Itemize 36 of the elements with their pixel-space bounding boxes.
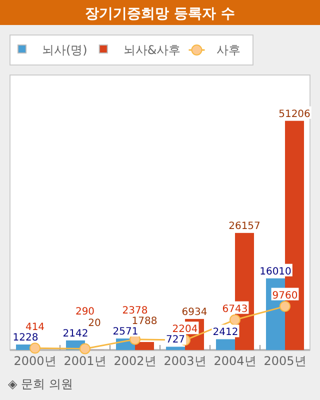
data-label: 9760: [272, 290, 298, 302]
x-tick-label: 2000년: [14, 354, 56, 368]
legend-label: 사후: [216, 43, 241, 57]
data-label: 16010: [260, 266, 292, 278]
data-label: 51206: [278, 108, 310, 120]
data-label: 414: [25, 322, 45, 334]
data-label: 1228: [12, 332, 38, 344]
data-label: 20: [88, 318, 101, 329]
data-label: 727: [166, 334, 186, 346]
data-label: 6743: [222, 304, 248, 315]
legend-label: 뇌사&사후: [123, 43, 181, 57]
point: [30, 342, 40, 354]
x-tick-label: 2001년: [64, 354, 106, 368]
legend-label: 뇌사(명): [42, 43, 88, 57]
x-tick-label: 2004년: [214, 354, 256, 368]
point: [80, 343, 90, 354]
chart-title: 장기기증희망 등록자 수: [85, 6, 235, 22]
data-label: 2142: [62, 328, 88, 340]
text: ◈ 문희 의원: [8, 377, 73, 391]
data-label: 1788: [132, 316, 158, 327]
data-label: 2571: [112, 326, 138, 338]
title-bar: 장기기증희망 등록자 수: [0, 0, 320, 25]
x-tick-label: 2005년: [264, 354, 306, 368]
data-label: 2204: [172, 324, 198, 336]
data-label: 26157: [228, 220, 260, 232]
data-label: 2412: [212, 327, 238, 338]
bar: [166, 346, 185, 350]
data-label: 6934: [182, 306, 208, 318]
x-tick-label: 2003년: [164, 354, 206, 368]
point: [280, 300, 290, 312]
data-label: 290: [75, 306, 95, 318]
bar: [135, 342, 154, 350]
x-tick-label: 2002년: [114, 354, 156, 368]
data-label: 2378: [122, 305, 148, 316]
bar: [216, 339, 235, 350]
point: [230, 314, 240, 326]
